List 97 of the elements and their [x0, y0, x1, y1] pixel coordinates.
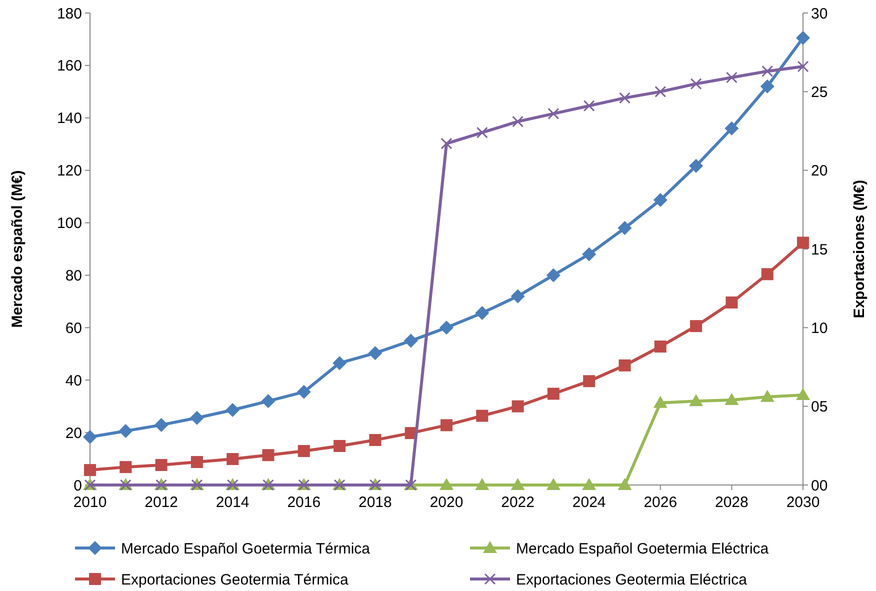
- point: [404, 334, 418, 348]
- y-tick-label: 140: [56, 110, 82, 128]
- point: [724, 121, 739, 136]
- x-tick-label: 2018: [358, 494, 392, 511]
- point: [190, 410, 204, 425]
- y-tick-label: 80: [65, 267, 82, 284]
- point: [654, 340, 666, 353]
- point: [618, 478, 632, 490]
- x-tick-label: 2022: [501, 494, 534, 511]
- point: [226, 453, 239, 466]
- point: [261, 394, 276, 408]
- point: [83, 430, 97, 444]
- point: [726, 296, 738, 308]
- point: [797, 60, 809, 72]
- point: [654, 86, 666, 98]
- point: [368, 346, 382, 360]
- point: [334, 440, 346, 452]
- point: [619, 92, 630, 104]
- point: [120, 461, 132, 474]
- x-tick-label: 2012: [144, 494, 178, 511]
- point: [618, 359, 631, 372]
- point: [546, 478, 560, 490]
- point: [262, 449, 274, 462]
- x-tick-label: 2028: [715, 494, 748, 511]
- point: [653, 192, 668, 207]
- point: [476, 410, 488, 422]
- y2-tick-label: 20: [811, 162, 828, 180]
- point: [296, 384, 311, 399]
- point: [797, 236, 809, 249]
- y2-tick-label: 05: [811, 398, 828, 416]
- y-tick-label: 20: [65, 424, 82, 442]
- point: [118, 424, 133, 438]
- legend-label: Mercado Español Goetermia Térmica: [121, 540, 371, 558]
- point: [760, 390, 774, 402]
- y-tick-label: 0: [74, 477, 82, 494]
- x-tick-label: 2010: [73, 494, 107, 511]
- point: [546, 268, 560, 282]
- x-tick-label: 2016: [287, 494, 321, 511]
- point: [796, 30, 810, 45]
- point: [84, 464, 96, 476]
- point: [332, 356, 347, 370]
- y-axis-title: Mercado español (M€): [9, 170, 26, 328]
- y2-tick-label: 00: [811, 477, 828, 494]
- y-tick-label: 60: [65, 320, 82, 337]
- point: [548, 108, 560, 120]
- point: [724, 393, 739, 406]
- y2-tick-label: 15: [811, 241, 828, 258]
- y-tick-label: 120: [56, 162, 82, 180]
- point: [440, 320, 454, 335]
- y2-axis-title: Exportaciones (M€): [851, 180, 868, 318]
- point: [690, 320, 702, 332]
- y2-tick-label: 25: [811, 84, 828, 101]
- point: [689, 158, 704, 173]
- point: [475, 306, 490, 320]
- point: [689, 394, 704, 406]
- point: [440, 138, 452, 150]
- legend-label: Mercado Español Goetermia Eléctrica: [516, 540, 770, 558]
- point: [510, 289, 525, 304]
- point: [154, 418, 168, 432]
- x-tick-label: 2024: [572, 494, 606, 511]
- y-tick-label: 160: [56, 58, 82, 75]
- point: [440, 478, 454, 490]
- legend-label: Exportaciones Geotermia Térmica: [121, 571, 349, 588]
- y-tick-label: 40: [65, 372, 82, 390]
- x-tick-label: 2020: [430, 494, 464, 511]
- legend-label: Exportaciones Geotermia Eléctrica: [516, 571, 748, 588]
- point: [155, 459, 168, 472]
- point: [369, 434, 382, 446]
- point: [476, 126, 488, 138]
- point: [796, 388, 810, 400]
- point: [618, 221, 632, 236]
- y-tick-label: 100: [56, 215, 82, 232]
- point: [475, 478, 490, 490]
- point: [690, 78, 702, 90]
- point: [762, 65, 774, 77]
- point: [653, 396, 668, 408]
- point: [583, 100, 595, 112]
- point: [190, 456, 203, 468]
- x-tick-label: 2026: [644, 494, 678, 511]
- x-tick-label: 2030: [786, 494, 820, 511]
- y2-tick-label: 30: [811, 5, 828, 22]
- point: [440, 419, 452, 432]
- y-tick-label: 180: [56, 5, 82, 22]
- point: [760, 79, 774, 94]
- point: [510, 478, 525, 490]
- point: [583, 375, 596, 388]
- y2-tick-label: 10: [811, 320, 828, 337]
- point: [582, 247, 596, 262]
- point: [726, 72, 738, 84]
- point: [512, 116, 524, 128]
- point: [547, 388, 560, 400]
- point: [582, 478, 596, 490]
- point: [226, 403, 240, 418]
- point: [761, 268, 774, 280]
- point: [298, 445, 310, 458]
- point: [512, 400, 524, 412]
- x-tick-label: 2014: [216, 494, 250, 511]
